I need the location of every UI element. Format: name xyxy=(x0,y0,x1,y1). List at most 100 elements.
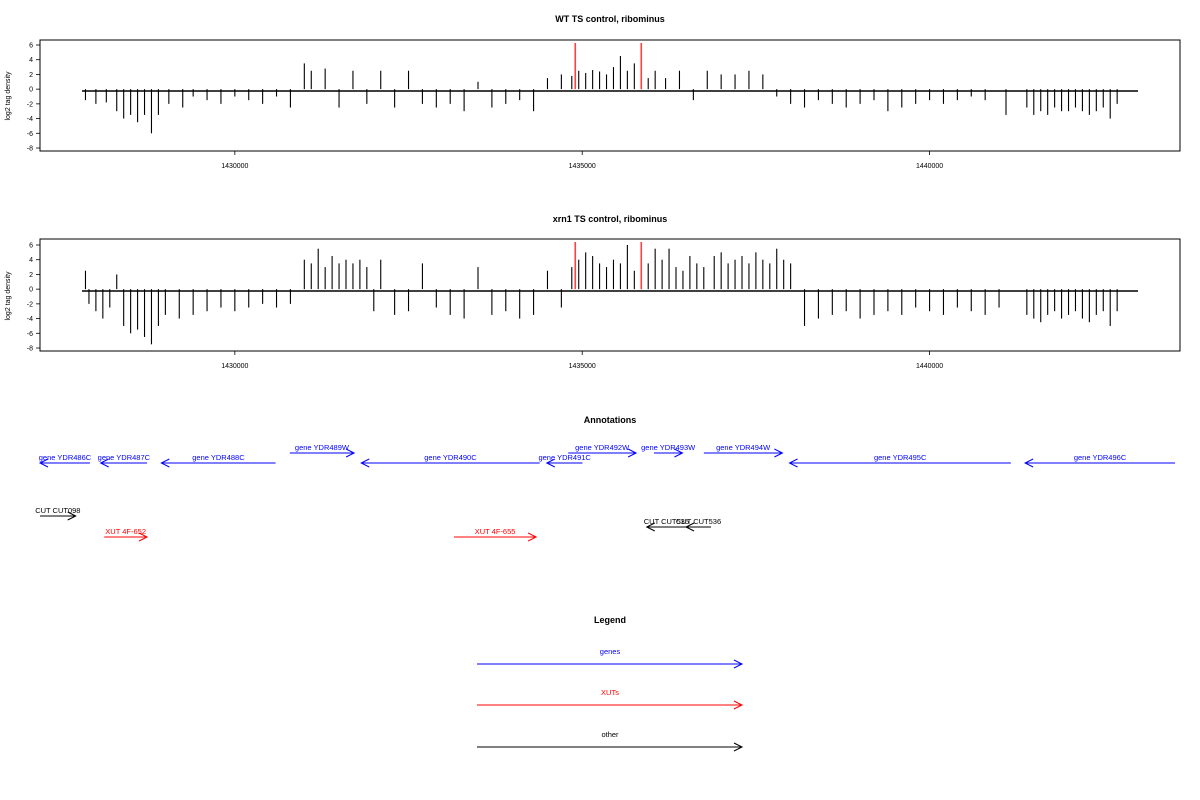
annotation-features: gene YDR486C gene YDR487C gene YDR488C gene… xyxy=(35,443,1175,542)
x-axis-wt: 1430000 1435000 1440000 xyxy=(221,151,943,170)
y-tick-label: 6 xyxy=(29,243,33,250)
feature-arrowhead xyxy=(1023,458,1034,468)
y-tick-label: 0 xyxy=(29,287,33,294)
annotation-feature: gene YDR490C xyxy=(360,453,540,468)
feature-arrowhead xyxy=(360,458,370,468)
legend-arrowhead xyxy=(733,659,744,669)
feature-arrowhead xyxy=(545,458,556,468)
y-tick-label: 4 xyxy=(29,257,33,264)
annotation-feature: gene YDR494W xyxy=(703,443,784,458)
x-tick-label: 1435000 xyxy=(569,163,596,170)
feature-label: gene YDR492W xyxy=(575,443,630,452)
track-marks-xrn1 xyxy=(84,245,1118,345)
annotation-feature: gene YDR491C xyxy=(538,453,591,468)
y-tick-label: -2 xyxy=(27,101,33,108)
feature-label: gene YDR496C xyxy=(1074,453,1127,462)
feature-label: CUT CUT535 xyxy=(644,517,689,526)
x-tick-label: 1440000 xyxy=(916,363,943,370)
highlight-lines-xrn1 xyxy=(574,242,643,290)
y-tick-label: -8 xyxy=(27,346,33,353)
feature-label: gene YDR494W xyxy=(716,443,771,452)
track-panel-wt: WT TS control, ribominus log2 tag densit… xyxy=(5,14,1181,170)
y-tick-label: -6 xyxy=(27,131,33,138)
annotation-feature: gene YDR489W xyxy=(289,443,356,458)
y-tick-label: -6 xyxy=(27,331,33,338)
x-tick-label: 1435000 xyxy=(569,363,596,370)
annotation-feature: CUT CUT536 xyxy=(676,517,721,532)
annotation-feature: CUT CUT098 xyxy=(35,506,80,521)
track-title-xrn1: xrn1 TS control, ribominus xyxy=(553,214,668,224)
feature-label: gene YDR486C xyxy=(39,453,92,462)
highlight-lines-wt xyxy=(574,43,643,90)
y-axis-label-wt: log2 tag density xyxy=(5,71,12,121)
annotation-feature: gene YDR493W xyxy=(641,443,696,458)
legend-panel: Legend genes XUTs other xyxy=(477,615,744,752)
feature-arrowhead xyxy=(345,448,356,458)
feature-arrowhead xyxy=(99,458,109,468)
feature-arrowhead xyxy=(788,458,798,468)
feature-arrowhead xyxy=(138,532,149,542)
x-axis-xrn1: 1430000 1435000 1440000 xyxy=(221,351,943,370)
legend-entry: XUTs xyxy=(477,688,744,710)
feature-label: XUT 4F-652 xyxy=(105,527,146,536)
x-tick-label: 1440000 xyxy=(916,163,943,170)
feature-arrowhead xyxy=(527,532,538,542)
legend-arrowhead xyxy=(733,700,744,710)
annotation-feature: XUT 4F-652 xyxy=(104,527,149,542)
legend-arrowhead xyxy=(733,742,744,752)
y-tick-label: -4 xyxy=(27,316,33,323)
x-tick-label: 1430000 xyxy=(221,363,248,370)
feature-label: gene YDR490C xyxy=(424,453,477,462)
y-tick-label: -2 xyxy=(27,301,33,308)
annotations-panel: Annotations gene YDR486C gene YDR487C gene… xyxy=(35,415,1175,542)
annotation-feature: CUT CUT535 xyxy=(644,517,689,532)
feature-label: gene YDR493W xyxy=(641,443,696,452)
legend-label: genes xyxy=(600,647,621,656)
feature-label: CUT CUT536 xyxy=(676,517,721,526)
y-tick-label: -8 xyxy=(27,146,33,153)
y-axis-wt: 6 4 2 0 -2 -4 -6 -8 xyxy=(27,43,41,153)
track-marks-wt xyxy=(84,56,1118,134)
legend-entry: other xyxy=(477,730,744,752)
annotation-feature: gene YDR486C xyxy=(38,453,92,468)
y-tick-label: 4 xyxy=(29,57,33,64)
feature-label: gene YDR495C xyxy=(874,453,927,462)
feature-label: gene YDR487C xyxy=(98,453,151,462)
feature-arrowhead xyxy=(627,448,638,458)
y-tick-label: 6 xyxy=(29,43,33,50)
feature-arrowhead xyxy=(684,522,695,532)
legend-title: Legend xyxy=(594,615,626,625)
feature-label: gene YDR491C xyxy=(538,453,591,462)
annotation-feature: gene YDR487C xyxy=(98,453,151,468)
annotation-feature: gene YDR495C xyxy=(788,453,1011,468)
y-tick-label: 0 xyxy=(29,87,33,94)
legend-entries: genes XUTs other xyxy=(477,647,744,752)
y-axis-xrn1: 6 4 2 0 -2 -4 -6 -8 xyxy=(27,243,41,353)
y-tick-label: 2 xyxy=(29,272,33,279)
annotation-feature: XUT 4F-655 xyxy=(454,527,538,542)
annotations-title: Annotations xyxy=(584,415,637,425)
track-title-wt: WT TS control, ribominus xyxy=(555,14,665,24)
track-panel-xrn1: xrn1 TS control, ribominus log2 tag dens… xyxy=(5,214,1181,370)
feature-arrowhead xyxy=(160,458,170,468)
feature-label: gene YDR489W xyxy=(295,443,350,452)
legend-entry: genes xyxy=(477,647,744,669)
feature-arrowhead xyxy=(38,458,49,468)
feature-label: CUT CUT098 xyxy=(35,506,80,515)
annotation-feature: gene YDR492W xyxy=(568,443,638,458)
annotation-feature: gene YDR488C xyxy=(160,453,276,468)
feature-label: gene YDR488C xyxy=(192,453,245,462)
legend-label: XUTs xyxy=(601,688,619,697)
feature-label: XUT 4F-655 xyxy=(475,527,516,536)
feature-arrowhead xyxy=(67,511,77,521)
annotation-feature: gene YDR496C xyxy=(1023,453,1175,468)
feature-arrowhead xyxy=(645,522,655,532)
y-tick-label: 2 xyxy=(29,72,33,79)
legend-label: other xyxy=(601,730,619,739)
x-tick-label: 1430000 xyxy=(221,163,248,170)
feature-arrowhead xyxy=(674,448,684,458)
y-tick-label: -4 xyxy=(27,116,33,123)
y-axis-label-xrn1: log2 tag density xyxy=(5,271,12,321)
feature-arrowhead xyxy=(774,448,784,458)
